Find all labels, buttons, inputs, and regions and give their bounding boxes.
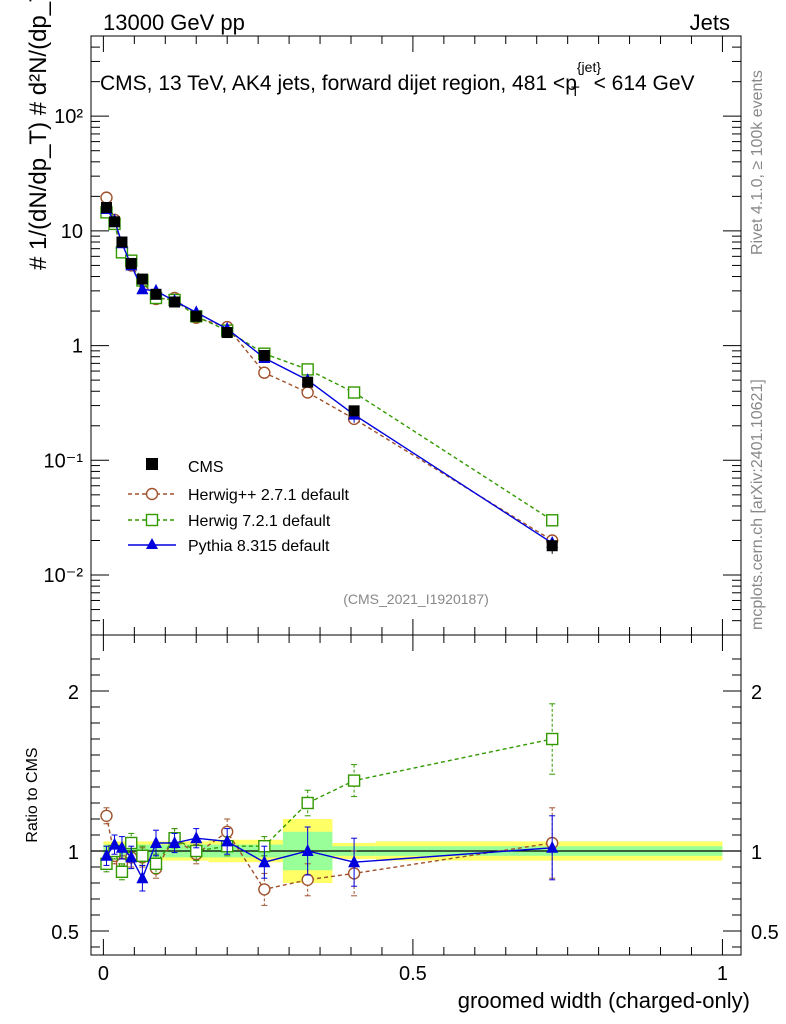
ratio-y-tick-label-left: 1 [68, 842, 79, 864]
x-axis-label: groomed width (charged-only) [458, 988, 750, 1013]
rivet-version-label: Rivet 4.1.0, ≥ 100k events [749, 70, 766, 255]
ratio-point-pythia [348, 855, 361, 868]
main-point-cms [109, 216, 121, 228]
process-label: Jets [690, 10, 730, 35]
main-y-tick-label: 10⁻¹ [44, 450, 84, 472]
main-point-cms [169, 296, 181, 308]
main-point-cms [116, 236, 128, 248]
ratio-point-pythia [190, 831, 203, 844]
ratio-panel-frame [90, 634, 742, 956]
ratio-point-pythia [301, 844, 314, 856]
main-y-axis-label-text: # 1/(dN/dp_T) # d²N/(dp_T dλ) [25, 0, 52, 270]
ratio-point-pythia [168, 836, 181, 848]
ratio-series [100, 703, 559, 906]
main-point-herwigpp [301, 386, 314, 399]
main-point-cms [258, 349, 270, 361]
main-point-cms [190, 310, 202, 322]
x-tick-label: 1 [717, 963, 728, 985]
ratio-point-pythia [258, 855, 271, 868]
ratio-point-herwig7 [136, 849, 149, 862]
ratio-point-herwigpp [301, 873, 314, 886]
x-tick-label: 0.5 [399, 963, 427, 985]
main-line-herwig7 [105, 211, 553, 521]
legend-label-herwig7: Herwig 7.2.1 default [188, 513, 331, 530]
x-tick-label: 0 [98, 963, 109, 985]
main-point-herwig7 [545, 514, 559, 527]
ratio-y-tick-label-right: 1 [751, 842, 762, 864]
ratio-uncertainty-bands [91, 819, 741, 883]
legend-marker-cms [146, 458, 158, 470]
legend-marker-pythia [146, 538, 158, 549]
main-point-cms [136, 273, 148, 285]
main-point-cms [150, 288, 162, 300]
legend-label-herwigpp: Herwig++ 2.7.1 default [188, 487, 350, 504]
plot-title-sup: {jet} [577, 59, 601, 75]
ratio-point-pythia [150, 836, 162, 848]
ratio-point-pythia [221, 834, 234, 847]
ratio-axis-ticks: 0.5 0.5 1 1 2 2 0 0.5 1 [51, 635, 779, 985]
ratio-point-pythia [100, 848, 113, 861]
legend-label-pythia: Pythia 8.315 default [188, 538, 330, 555]
main-axis-ticks: 10⁻² 10⁻¹ 1 10 10² [44, 35, 741, 636]
main-point-herwigpp [100, 191, 113, 204]
main-point-herwigpp [258, 366, 271, 379]
main-y-tick-label: 1 [72, 336, 83, 358]
main-y-axis-label: # 1/(dN/dp_T) # d²N/(dp_T dλ) [25, 0, 52, 270]
legend-marker-herwig7 [145, 513, 159, 527]
energy-label: 13000 GeV pp [103, 10, 245, 35]
main-point-herwig7 [347, 386, 361, 399]
ratio-point-herwig7 [149, 857, 163, 870]
main-y-tick-label: 10² [54, 106, 83, 128]
ratio-point-herwig7 [347, 774, 361, 787]
legend-label-cms: CMS [188, 459, 224, 476]
legend: CMS Herwig++ 2.7.1 default Herwig 7.2.1 … [128, 458, 350, 555]
ratio-point-herwig7 [115, 865, 129, 878]
ratio-point-pythia [108, 837, 121, 850]
main-point-cms [100, 201, 112, 213]
ratio-point-pythia [125, 850, 138, 863]
main-point-cms [302, 376, 314, 388]
analysis-tag: (CMS_2021_I1920187) [343, 591, 489, 607]
ratio-y-tick-label-right: 2 [751, 682, 762, 704]
ratio-point-herwig7 [301, 796, 314, 810]
mcplots-label: mcplots.cern.ch [arXiv:2401.10621] [749, 379, 766, 630]
ratio-point-herwigpp [258, 883, 271, 896]
ratio-y-axis-label: Ratio to CMS [24, 747, 41, 842]
legend-marker-herwigpp [145, 487, 159, 501]
ratio-point-herwig7 [545, 732, 559, 746]
ratio-point-pythia [136, 871, 149, 884]
plot-title-main: CMS, 13 TeV, AK4 jets, forward dijet reg… [100, 72, 577, 95]
ratio-point-pythia [546, 840, 559, 853]
ratio-point-herwigpp [100, 809, 113, 822]
main-point-cms [546, 540, 558, 552]
ratio-y-tick-label-left: 0.5 [51, 922, 79, 944]
ratio-y-tick-label-left: 2 [68, 682, 79, 704]
main-y-tick-label: 10 [61, 221, 83, 243]
main-point-cms [348, 405, 360, 417]
main-y-tick-label: 10⁻² [44, 565, 84, 587]
main-point-cms [125, 257, 137, 269]
main-point-cms [221, 327, 233, 339]
plot-title-tail: < 614 GeV [594, 72, 695, 95]
plot-title-sub: T [571, 83, 580, 99]
main-point-pythia [136, 282, 149, 295]
ratio-point-pythia [115, 840, 128, 853]
main-series [100, 191, 559, 554]
plot-title: CMS, 13 TeV, AK4 jets, forward dijet reg… [100, 59, 695, 99]
ratio-y-tick-label-right: 0.5 [751, 922, 779, 944]
